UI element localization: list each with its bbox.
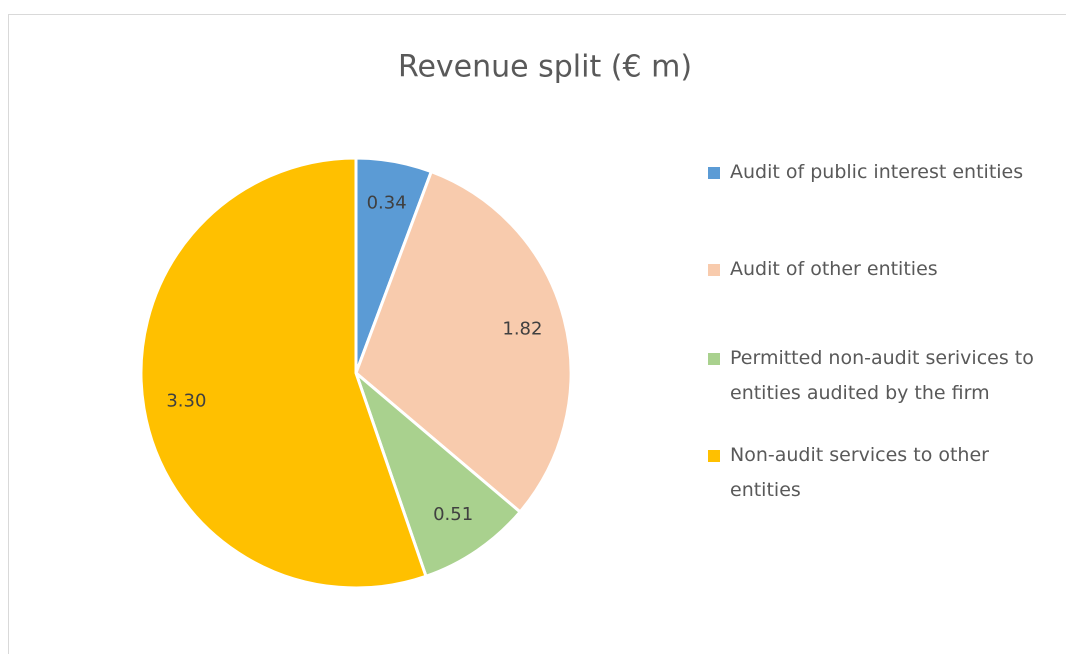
legend-entry: Permitted non-audit serivices to entitie… bbox=[708, 341, 1058, 411]
pie-slice bbox=[352, 368, 523, 579]
legend-entry: Audit of other entities bbox=[708, 252, 1058, 287]
legend-swatch bbox=[708, 353, 720, 365]
legend-label: Audit of other entities bbox=[730, 258, 938, 280]
legend-entry: Non-audit services to other entities bbox=[708, 438, 1058, 508]
data-label: 1.82 bbox=[502, 319, 542, 340]
chart-title: Revenue split (€ m) bbox=[398, 50, 692, 85]
pie-slice bbox=[139, 156, 428, 590]
legend-label: Permitted non-audit serivices to entitie… bbox=[730, 347, 1034, 404]
legend-label: Audit of public interest entities bbox=[730, 161, 1024, 183]
legend-swatch bbox=[708, 264, 720, 276]
pie-slice bbox=[354, 169, 573, 515]
legend-entry: Audit of public interest entities bbox=[708, 155, 1058, 190]
data-label: 3.30 bbox=[166, 390, 206, 411]
data-label: 0.51 bbox=[433, 504, 473, 525]
data-label: 0.34 bbox=[367, 193, 407, 214]
legend-label: Non-audit services to other entities bbox=[730, 444, 989, 501]
chart-frame bbox=[8, 14, 1066, 654]
legend-swatch bbox=[708, 450, 720, 462]
legend-swatch bbox=[708, 167, 720, 179]
